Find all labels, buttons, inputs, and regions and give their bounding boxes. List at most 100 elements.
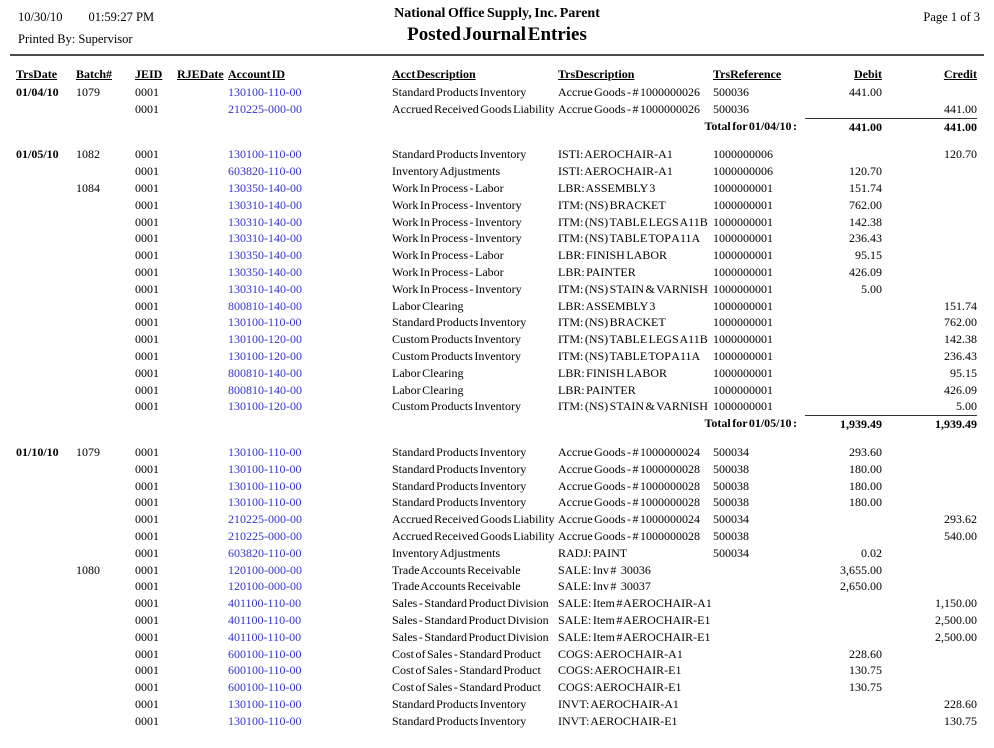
- account-id-link[interactable]: 800810-140-00: [228, 298, 302, 313]
- cell-jeid: 0001: [135, 248, 159, 263]
- account-id-link[interactable]: 603820-110-00: [228, 164, 302, 179]
- account-id-link[interactable]: 130350-140-00: [228, 248, 302, 263]
- cell-acct-description: Sales - Standard Product Division: [392, 596, 549, 611]
- account-id-link[interactable]: 130100-110-00: [228, 461, 302, 476]
- cell-trs-description: ISTI: AEROCHAIR-A1: [558, 164, 673, 179]
- cell-credit-amount: 228.60: [944, 696, 977, 711]
- cell-rjedate: [177, 545, 228, 562]
- cell-jeid: 0001: [135, 461, 159, 476]
- account-id-link[interactable]: 401100-110-00: [228, 612, 302, 627]
- cell-rjedate: [177, 314, 228, 331]
- col-header-trsdate: TrsDate: [16, 67, 58, 81]
- cell-trs-reference: [713, 578, 805, 595]
- cell-trs-reference: 1000000001: [713, 281, 773, 296]
- cell-trs-description: ITM: (NS) STAIN & VARNISH: [558, 281, 708, 296]
- cell-jeid: 0001: [135, 629, 159, 644]
- account-id-link[interactable]: 130100-110-00: [228, 444, 302, 459]
- account-id-link[interactable]: 130310-140-00: [228, 214, 302, 229]
- cell-debit-amount: [805, 382, 882, 399]
- account-id-link[interactable]: 600100-110-00: [228, 646, 302, 661]
- cell-debit-amount: 5.00: [861, 281, 882, 296]
- cell-trs-reference: 500038: [713, 495, 749, 510]
- cell-trsdate: [16, 398, 76, 415]
- cell-trs-reference: 1000000001: [713, 264, 773, 279]
- cell-credit-amount: [882, 578, 977, 595]
- cell-trs-reference: 500034: [713, 545, 749, 560]
- cell-debit-amount: 151.74: [849, 180, 882, 195]
- account-id-link[interactable]: 210225-000-00: [228, 101, 302, 116]
- journal-date-group: 01/05/10 1082 0001 130100-110-00 Standard Pr…: [16, 146, 994, 432]
- account-id-link[interactable]: 210225-000-00: [228, 528, 302, 543]
- account-id-link[interactable]: 130310-140-00: [228, 197, 302, 212]
- table-row: 0001 130350-140-00 Work In Process - Labor…: [16, 247, 994, 264]
- account-id-link[interactable]: 130100-110-00: [228, 315, 302, 330]
- table-row: 0001 800810-140-00 Labor Clearing LBR: PAIN…: [16, 382, 994, 399]
- account-id-link[interactable]: 401100-110-00: [228, 629, 302, 644]
- col-header-rjedate: RJEDate: [177, 67, 224, 81]
- cell-jeid: 0001: [135, 365, 159, 380]
- account-id-link[interactable]: 130100-120-00: [228, 348, 302, 363]
- account-id-link[interactable]: 120100-000-00: [228, 562, 302, 577]
- cell-acct-description: Accrued Received Goods Liability: [392, 528, 555, 543]
- cell-credit-amount: 120.70: [944, 147, 977, 162]
- account-id-link[interactable]: 130100-110-00: [228, 85, 302, 99]
- cell-rjedate: [177, 214, 228, 231]
- account-id-link[interactable]: 130100-120-00: [228, 399, 302, 414]
- cell-trs-reference: [713, 595, 805, 612]
- cell-batch-number: [76, 281, 135, 298]
- cell-trs-reference: [713, 646, 805, 663]
- account-id-link[interactable]: 600100-110-00: [228, 663, 302, 678]
- cell-acct-description: Standard Products Inventory: [392, 461, 527, 476]
- cell-trs-description: LBR: ASSEMBLY 3: [558, 298, 656, 313]
- account-id-link[interactable]: 130350-140-00: [228, 264, 302, 279]
- account-id-link[interactable]: 130100-120-00: [228, 332, 302, 347]
- table-row: 0001 130100-110-00 Standard Products Inven…: [16, 696, 994, 713]
- cell-trs-reference: 500038: [713, 478, 749, 493]
- cell-trs-description: COGS: AEROCHAIR-E1: [558, 680, 682, 695]
- cell-jeid: 0001: [135, 528, 159, 543]
- account-id-link[interactable]: 401100-110-00: [228, 596, 302, 611]
- account-id-link[interactable]: 130310-140-00: [228, 281, 302, 296]
- account-id-link[interactable]: 130100-110-00: [228, 713, 302, 728]
- cell-trs-reference: 500036: [713, 101, 749, 116]
- cell-acct-description: Work In Process - Inventory: [392, 197, 522, 212]
- cell-trs-description: LBR: PAINTER: [558, 382, 636, 397]
- cell-trs-description: Accrue Goods - # 1000000028: [558, 461, 700, 476]
- account-id-link[interactable]: 800810-140-00: [228, 382, 302, 397]
- cell-jeid: 0001: [135, 713, 159, 728]
- cell-debit-amount: [805, 696, 882, 713]
- table-row: 0001 210225-000-00 Accrued Received Goods …: [16, 511, 994, 528]
- cell-acct-description: Standard Products Inventory: [392, 147, 527, 162]
- account-id-link[interactable]: 130350-140-00: [228, 180, 302, 195]
- account-id-link[interactable]: 600100-110-00: [228, 680, 302, 695]
- cell-jeid: 0001: [135, 315, 159, 330]
- company-name: National Office Supply, Inc. Parent: [394, 6, 600, 21]
- table-row: 0001 130100-120-00 Custom Products Invento…: [16, 348, 994, 365]
- account-id-link[interactable]: 130100-110-00: [228, 478, 302, 493]
- account-id-link[interactable]: 130100-110-00: [228, 495, 302, 510]
- account-id-link[interactable]: 130100-110-00: [228, 696, 302, 711]
- table-body: 01/04/10 1079 0001 130100-110-00 Standard Pr…: [16, 84, 994, 729]
- account-id-link[interactable]: 130310-140-00: [228, 231, 302, 246]
- account-id-link[interactable]: 603820-110-00: [228, 545, 302, 560]
- cell-rjedate: [177, 298, 228, 315]
- cell-rjedate: [177, 365, 228, 382]
- daily-total-debit: 1,939.49: [805, 415, 882, 432]
- cell-trs-description: SALE: Inv # 30036: [558, 562, 651, 577]
- cell-jeid: 0001: [135, 696, 159, 711]
- cell-batch-number: 1084: [76, 180, 100, 195]
- cell-batch-number: [76, 197, 135, 214]
- account-id-link[interactable]: 800810-140-00: [228, 365, 302, 380]
- cell-credit-amount: [882, 461, 977, 478]
- cell-acct-description: Trade Accounts Receivable: [392, 562, 521, 577]
- cell-batch-number: [76, 494, 135, 511]
- account-id-link[interactable]: 120100-000-00: [228, 579, 302, 594]
- cell-trsdate: [16, 163, 76, 180]
- cell-trsdate: [16, 331, 76, 348]
- account-id-link[interactable]: 130100-110-00: [228, 147, 302, 162]
- account-id-link[interactable]: 210225-000-00: [228, 512, 302, 527]
- cell-batch-number: [76, 595, 135, 612]
- report-titles: National Office Supply, Inc. Parent Post…: [10, 6, 984, 46]
- cell-trsdate: [16, 461, 76, 478]
- daily-total-label: Total for 01/05/10 :: [704, 416, 797, 431]
